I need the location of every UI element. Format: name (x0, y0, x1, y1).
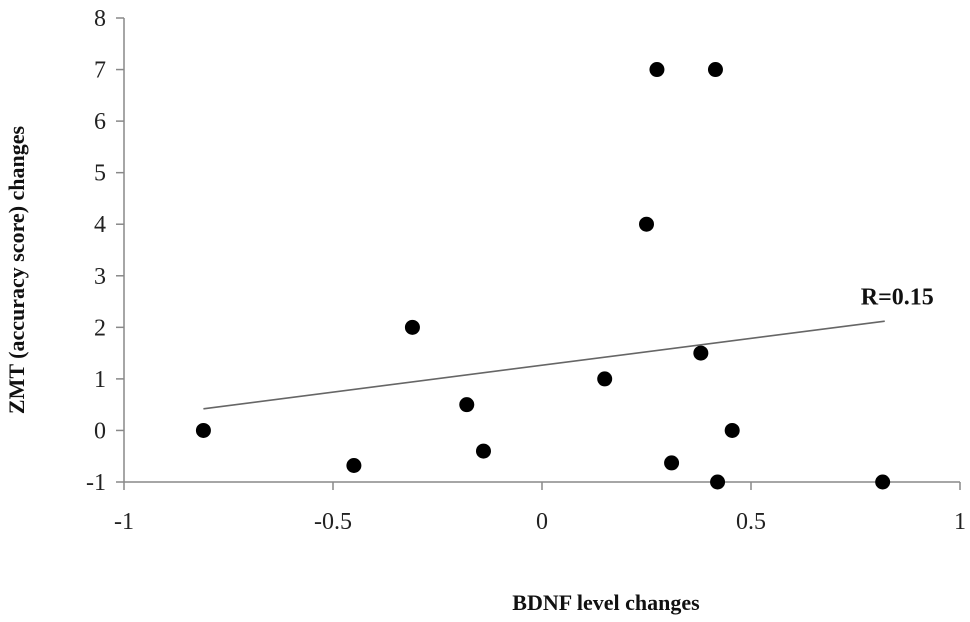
data-point (597, 371, 613, 387)
correlation-annotation: R=0.15 (861, 284, 934, 310)
data-point (346, 458, 362, 474)
x-tick-label: -1 (114, 509, 134, 535)
data-point (875, 474, 891, 490)
data-points (195, 62, 891, 490)
y-tick-label: 7 (94, 58, 106, 84)
y-tick-label: -1 (86, 470, 106, 496)
y-tick-label: 1 (94, 367, 106, 393)
x-axis-title: BDNF level changes (512, 590, 700, 615)
data-point (459, 397, 475, 413)
x-tick-label: -0.5 (314, 509, 352, 535)
x-tick-group: -1 -0.5 0 0.5 1 (114, 482, 966, 535)
data-point (475, 443, 491, 459)
y-tick-label: 0 (94, 418, 106, 444)
data-point (404, 319, 420, 335)
data-point (664, 455, 680, 471)
x-tick-label: 0 (536, 509, 548, 535)
data-point (639, 216, 654, 232)
y-tick-label: 6 (94, 109, 106, 135)
data-point (649, 62, 665, 78)
x-tick-label: 0.5 (736, 509, 766, 535)
data-point (693, 345, 709, 361)
y-tick-group: -1 0 1 2 3 4 5 6 7 8 (86, 6, 124, 496)
y-tick-label: 3 (94, 264, 106, 290)
y-tick-label: 8 (94, 6, 106, 32)
data-point (195, 422, 211, 438)
data-point (724, 422, 740, 438)
data-point (707, 62, 723, 78)
data-point (710, 474, 726, 490)
trend-line (203, 320, 885, 410)
x-tick-label: 1 (954, 509, 966, 535)
y-tick-label: 4 (94, 212, 106, 238)
y-tick-label: 2 (94, 315, 106, 341)
y-axis-title: ZMT (accuracy score) changes (4, 125, 29, 414)
y-tick-label: 5 (94, 161, 106, 187)
